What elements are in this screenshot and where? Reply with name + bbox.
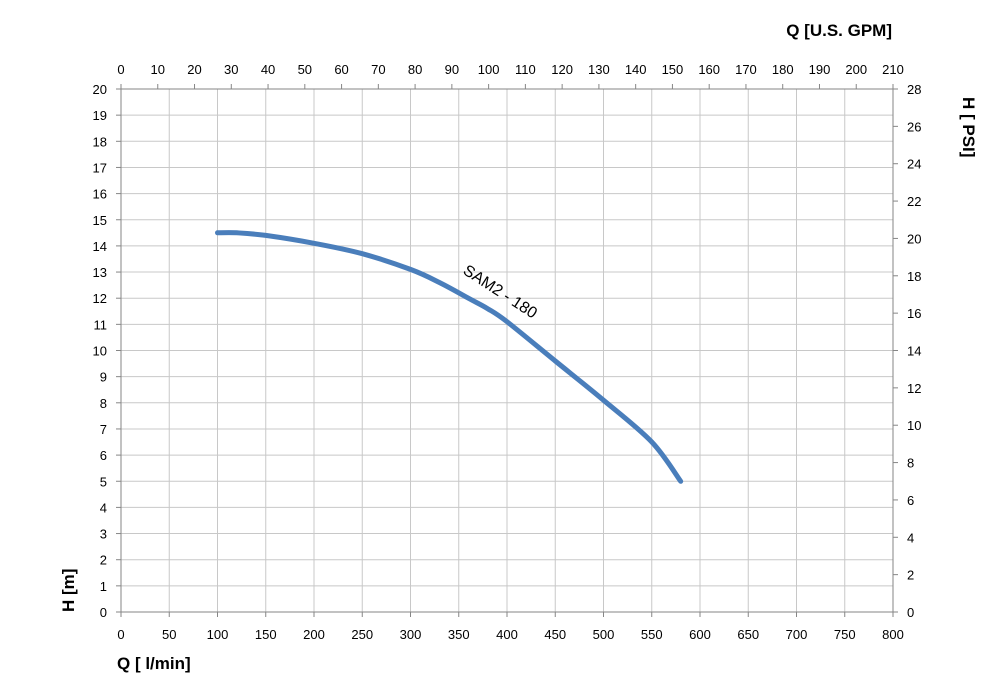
right-y-tick-label: 0 [907, 605, 914, 620]
y-tick-label: 9 [100, 370, 107, 385]
x-tick-label: 50 [162, 627, 176, 642]
top-x-tick-label: 170 [735, 62, 757, 77]
top-x-tick-label: 50 [298, 62, 312, 77]
right-y-tick-label: 8 [907, 456, 914, 471]
top-x-axis-title: Q [U.S. GPM] [786, 21, 892, 40]
x-tick-label: 650 [737, 627, 759, 642]
right-y-tick-label: 2 [907, 568, 914, 583]
axes [116, 84, 898, 617]
y-tick-label: 8 [100, 396, 107, 411]
y-tick-label: 6 [100, 448, 107, 463]
x-axis-title: Q [ l/min] [117, 654, 191, 673]
top-x-tick-label: 210 [882, 62, 904, 77]
right-y-tick-label: 22 [907, 194, 921, 209]
y-tick-label: 20 [93, 82, 107, 97]
right-y-axis-title: H [ PSI] [959, 97, 978, 157]
x-tick-label: 700 [786, 627, 808, 642]
y-tick-label: 15 [93, 213, 107, 228]
top-x-tick-label: 190 [809, 62, 831, 77]
right-y-tick-label: 24 [907, 157, 921, 172]
grid [120, 88, 894, 613]
x-tick-label: 350 [448, 627, 470, 642]
x-tick-label: 150 [255, 627, 277, 642]
top-x-tick-label: 160 [698, 62, 720, 77]
y-tick-label: 0 [100, 605, 107, 620]
x-tick-label: 600 [689, 627, 711, 642]
right-y-tick-label: 14 [907, 344, 921, 359]
x-tick-label: 400 [496, 627, 518, 642]
right-y-tick-label: 6 [907, 493, 914, 508]
right-y-tick-label: 18 [907, 269, 921, 284]
y-tick-label: 3 [100, 527, 107, 542]
y-tick-label: 10 [93, 344, 107, 359]
top-x-tick-label: 40 [261, 62, 275, 77]
x-tick-label: 450 [544, 627, 566, 642]
top-x-tick-label: 0 [117, 62, 124, 77]
y-tick-label: 17 [93, 160, 107, 175]
series-label: SAM2 - 180 [460, 262, 540, 322]
x-tick-label: 500 [593, 627, 615, 642]
right-y-tick-label: 20 [907, 231, 921, 246]
y-tick-label: 18 [93, 134, 107, 149]
y-tick-label: 5 [100, 474, 107, 489]
right-y-tick-label: 12 [907, 381, 921, 396]
right-y-tick-label: 4 [907, 530, 914, 545]
top-x-tick-label: 140 [625, 62, 647, 77]
tick-labels: 0 50 100 150 200 250 300 350 400 450 500 550 600 650 7… [93, 62, 922, 642]
top-x-tick-label: 100 [478, 62, 500, 77]
top-x-tick-label: 110 [515, 62, 536, 77]
top-x-tick-label: 70 [371, 62, 385, 77]
x-tick-label: 100 [207, 627, 229, 642]
series-line [215, 230, 684, 484]
top-x-tick-label: 120 [551, 62, 573, 77]
top-x-tick-label: 150 [662, 62, 684, 77]
top-x-tick-label: 20 [187, 62, 201, 77]
top-x-tick-label: 90 [445, 62, 459, 77]
x-tick-label: 300 [400, 627, 422, 642]
x-tick-label: 200 [303, 627, 325, 642]
y-tick-label: 14 [93, 239, 107, 254]
y-tick-label: 2 [100, 553, 107, 568]
x-tick-label: 550 [641, 627, 663, 642]
y-tick-label: 1 [100, 579, 107, 594]
right-y-tick-label: 10 [907, 418, 921, 433]
top-x-tick-label: 80 [408, 62, 422, 77]
y-tick-label: 11 [94, 317, 108, 332]
x-tick-label: 0 [117, 627, 124, 642]
y-tick-label: 13 [93, 265, 107, 280]
x-tick-label: 800 [882, 627, 904, 642]
top-x-tick-label: 10 [151, 62, 165, 77]
y-tick-label: 16 [93, 187, 107, 202]
x-tick-label: 250 [351, 627, 373, 642]
top-x-tick-label: 130 [588, 62, 610, 77]
top-x-tick-label: 200 [845, 62, 867, 77]
top-x-tick-label: 30 [224, 62, 238, 77]
y-tick-label: 12 [93, 291, 107, 306]
x-tick-label: 750 [834, 627, 856, 642]
right-y-tick-label: 26 [907, 119, 921, 134]
y-axis-title: H [m] [59, 569, 78, 612]
top-x-tick-label: 60 [334, 62, 348, 77]
y-tick-label: 4 [100, 500, 107, 515]
top-x-tick-label: 180 [772, 62, 794, 77]
y-tick-label: 19 [93, 108, 107, 123]
series-layer [215, 230, 684, 484]
y-tick-label: 7 [100, 422, 107, 437]
right-y-tick-label: 28 [907, 82, 921, 97]
right-y-tick-label: 16 [907, 306, 921, 321]
